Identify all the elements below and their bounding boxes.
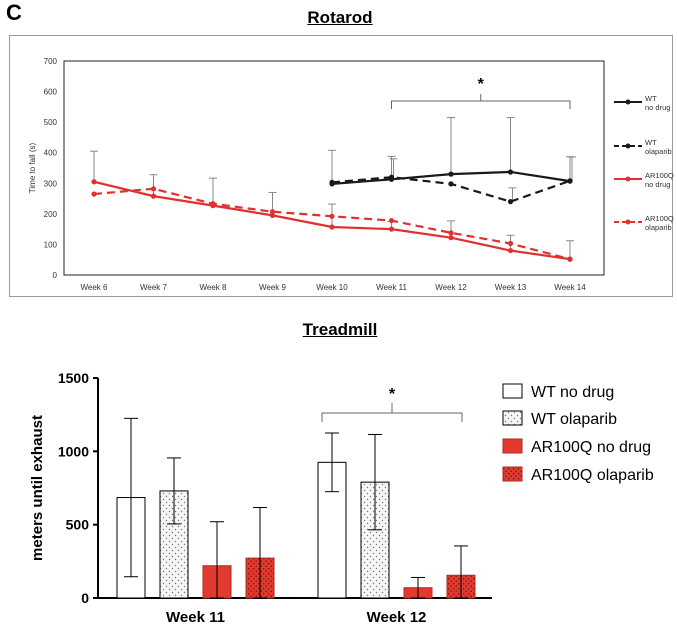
treadmill-y-tick-label: 1500 [58,370,89,386]
rotarod-legend-label: AR100Q [645,171,674,180]
rotarod-legend-marker [625,219,631,225]
rotarod-legend-label: olaparib [645,223,672,232]
rotarod-data-point [329,179,335,185]
rotarod-x-tick-label: Week 6 [81,283,109,292]
treadmill-legend-label: AR100Q olaparib [531,467,654,484]
rotarod-y-tick-label: 200 [44,210,58,219]
rotarod-title: Rotarod [307,8,373,27]
rotarod-significance-bracket [391,94,571,109]
rotarod-significance-star: * [478,76,485,93]
rotarod-x-tick-label: Week 8 [200,283,228,292]
rotarod-x-tick-label: Week 10 [316,283,348,292]
rotarod-data-point [567,256,573,262]
rotarod-plot-area [63,60,605,276]
treadmill-legend-label: WT olaparib [531,411,617,428]
rotarod-data-point [507,240,514,247]
rotarod-x-tick-label: Week 11 [376,283,407,292]
rotarod-legend-label: olaparib [645,147,672,156]
rotarod-data-point [91,191,97,197]
rotarod-data-point [388,174,395,180]
rotarod-data-point [91,179,97,185]
rotarod-data-point [269,212,276,218]
rotarod-data-point [448,181,454,187]
rotarod-y-tick-label: 700 [44,57,58,66]
rotarod-data-point [388,226,395,232]
rotarod-data-point [269,209,276,215]
rotarod-data-point [329,213,335,219]
rotarod-data-point [388,217,395,224]
rotarod-legend-label: AR100Q [645,214,674,223]
treadmill-legend-swatch [502,410,523,426]
rotarod-x-tick-label: Week 7 [140,283,168,292]
panel-letter: C [6,0,22,25]
treadmill-legend-swatch [502,383,523,399]
rotarod-legend-label: no drug [645,103,670,112]
rotarod-frame [9,35,673,297]
treadmill-significance-bracket [321,403,463,422]
rotarod-data-point [150,193,157,199]
rotarod-x-tick-label: Week 12 [435,283,467,292]
rotarod-y-tick-label: 300 [44,179,58,188]
rotarod-data-point [567,178,573,184]
rotarod-data-point [448,171,454,177]
rotarod-legend-marker [625,176,631,182]
rotarod-data-point [448,235,454,241]
rotarod-x-tick-label: Week 14 [554,283,586,292]
rotarod-y-tick-label: 0 [53,271,58,280]
rotarod-y-tick-label: 500 [44,118,58,127]
rotarod-legend-label: WT [645,94,657,103]
treadmill-y-tick-label: 1000 [58,443,89,459]
rotarod-data-point [507,199,514,205]
treadmill-y-axis-label: meters until exhaust [29,415,46,561]
treadmill-legend-swatch [502,466,523,482]
rotarod-data-point [448,230,454,236]
treadmill-title: Treadmill [302,320,378,339]
treadmill-y-tick-label: 500 [66,517,90,533]
rotarod-x-tick-label: Week 9 [259,283,287,292]
treadmill-x-tick-label: Week 11 [166,609,225,626]
rotarod-data-point [329,224,335,230]
rotarod-x-tick-label: Week 13 [495,283,527,292]
rotarod-y-tick-label: 100 [44,240,58,249]
treadmill-legend-label: AR100Q no drug [531,439,651,456]
rotarod-legend-marker [625,99,631,105]
rotarod-data-point [150,186,157,192]
treadmill-significance-star: * [389,386,396,403]
treadmill-y-tick-label: 0 [81,590,89,606]
rotarod-data-point [507,247,514,254]
rotarod-legend-label: no drug [645,180,670,189]
rotarod-data-point [507,169,514,175]
treadmill-x-tick-label: Week 12 [367,609,427,626]
rotarod-y-tick-label: 400 [44,149,58,158]
rotarod-y-tick-label: 600 [44,88,58,97]
rotarod-data-point [210,201,216,207]
rotarod-chart: 0 100 200 300 400 500 600 700 Week 6 Week 7 Week 8… [28,57,674,292]
treadmill-legend-label: WT no drug [531,384,614,401]
rotarod-y-axis-label: Time to fall (s) [28,142,37,193]
rotarod-legend-marker [625,143,631,149]
treadmill-chart: 0 500 1000 1500 meters until exhaust Week 11 W… [29,370,654,626]
treadmill-legend-swatch [502,438,523,454]
rotarod-legend-label: WT [645,138,657,147]
